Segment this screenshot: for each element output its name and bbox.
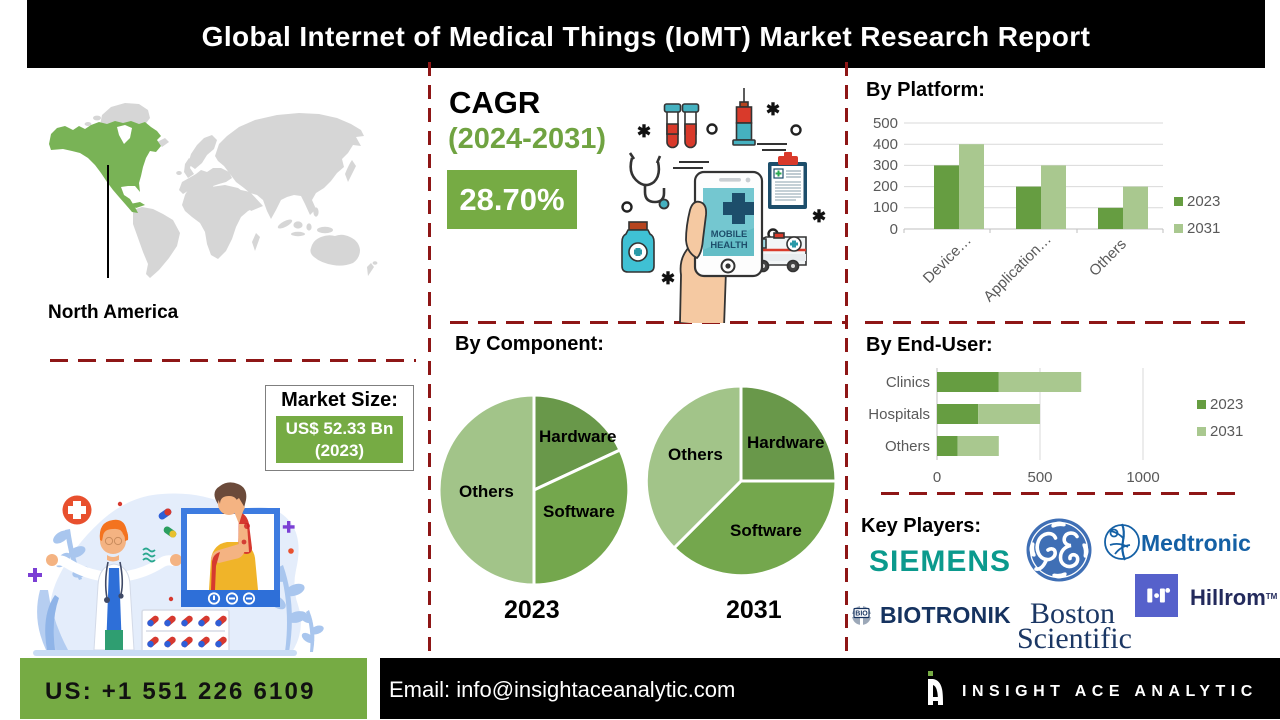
svg-text:500: 500 bbox=[1027, 469, 1052, 486]
svg-text:Others: Others bbox=[1086, 236, 1130, 280]
svg-text:Hardware: Hardware bbox=[747, 433, 824, 452]
svg-text:Others: Others bbox=[459, 482, 514, 501]
svg-text:2031: 2031 bbox=[1210, 423, 1243, 440]
svg-text:200: 200 bbox=[873, 178, 898, 195]
svg-text:Clinics: Clinics bbox=[886, 374, 930, 391]
svg-text:✱: ✱ bbox=[766, 100, 780, 119]
svg-text:0: 0 bbox=[890, 221, 898, 238]
svg-text:✱: ✱ bbox=[812, 207, 826, 226]
svg-text:Application…: Application… bbox=[980, 231, 1055, 306]
svg-text:Device…: Device… bbox=[920, 232, 975, 287]
svg-text:✱: ✱ bbox=[637, 122, 651, 141]
svg-text:0: 0 bbox=[933, 469, 941, 486]
svg-text:✱: ✱ bbox=[661, 269, 675, 288]
svg-text:MOBILE: MOBILE bbox=[711, 228, 747, 239]
svg-text:300: 300 bbox=[873, 157, 898, 174]
svg-text:Others: Others bbox=[668, 445, 723, 464]
svg-text:Hardware: Hardware bbox=[539, 427, 616, 446]
svg-text:2023: 2023 bbox=[1210, 396, 1243, 413]
svg-text:2031: 2031 bbox=[1187, 220, 1220, 237]
svg-text:1000: 1000 bbox=[1126, 469, 1159, 486]
svg-text:BIO: BIO bbox=[855, 611, 868, 618]
svg-text:400: 400 bbox=[873, 136, 898, 153]
svg-text:Others: Others bbox=[885, 438, 930, 455]
svg-text:500: 500 bbox=[873, 115, 898, 132]
svg-text:Software: Software bbox=[543, 502, 615, 521]
svg-text:2023: 2023 bbox=[1187, 193, 1220, 210]
svg-text:Software: Software bbox=[730, 521, 802, 540]
svg-text:Hospitals: Hospitals bbox=[868, 406, 930, 423]
svg-text:100: 100 bbox=[873, 199, 898, 216]
svg-text:HEALTH: HEALTH bbox=[710, 239, 748, 250]
